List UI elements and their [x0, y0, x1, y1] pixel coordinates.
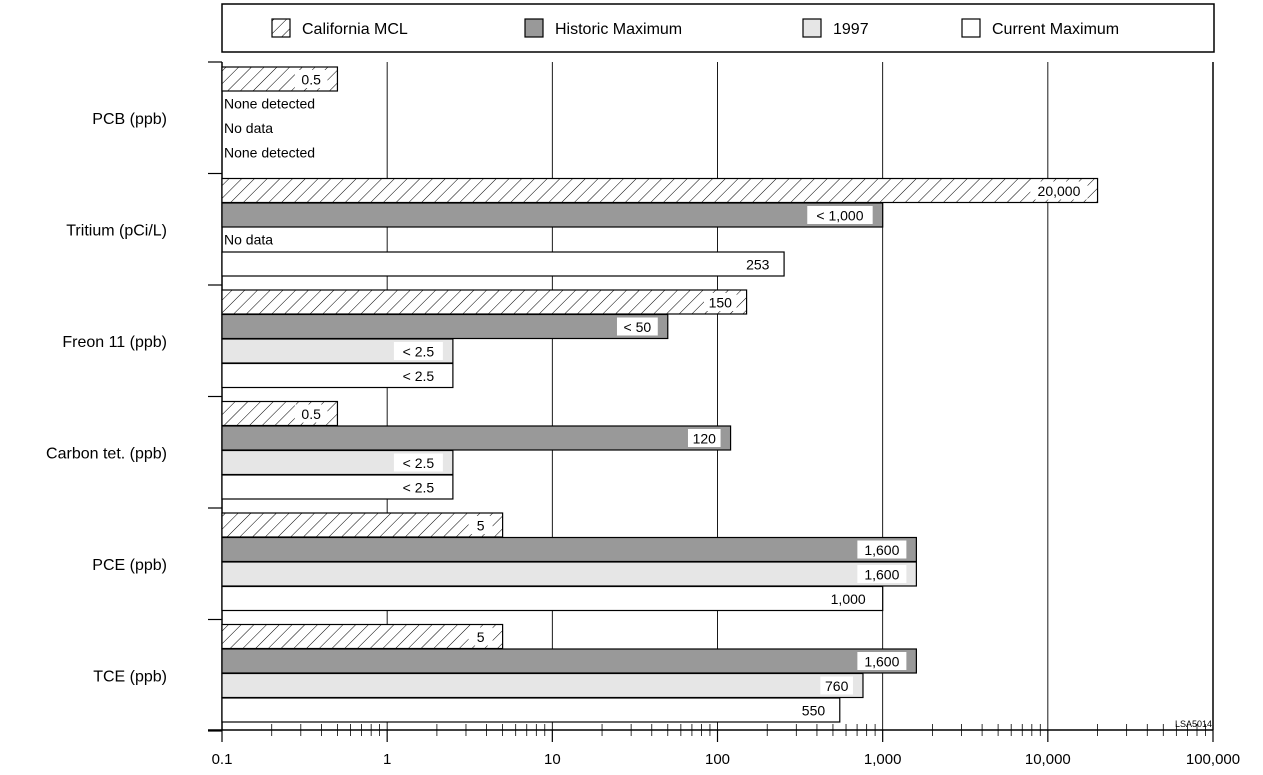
category-label: PCB (ppb)	[92, 111, 167, 128]
value-label-bg	[823, 589, 873, 608]
value-label-bg	[294, 404, 328, 423]
bar-mcl	[221, 512, 504, 538]
value-label: 760	[825, 678, 849, 694]
category-label: TCE (ppb)	[93, 668, 167, 685]
value-label-bg	[393, 366, 443, 385]
bar-current	[221, 251, 785, 277]
bar-historic	[221, 536, 917, 563]
legend-swatch-1	[524, 18, 544, 38]
legend-label-1: Historic Maximum	[555, 21, 682, 38]
legend-swatch-3	[961, 18, 981, 38]
value-label: 1,600	[864, 542, 899, 558]
value-label-bg	[857, 652, 907, 670]
value-label: 120	[693, 430, 717, 446]
value-label-bg	[1030, 181, 1088, 200]
value-label: 0.5	[301, 406, 321, 422]
value-label: 20,000	[1038, 183, 1081, 199]
bar-historic	[221, 425, 732, 451]
x-tick-label: 1	[383, 751, 391, 768]
value-label: < 2.5	[403, 368, 435, 384]
x-tick-label: 1,000	[864, 751, 902, 768]
value-label: 150	[709, 294, 733, 310]
value-label-bg	[857, 540, 907, 559]
no-value-note: None detected	[224, 144, 315, 160]
value-label-bg	[393, 478, 443, 496]
bar-historic	[221, 648, 917, 674]
value-label: 0.5	[301, 71, 321, 87]
value-label-bg	[797, 701, 830, 719]
legend-label-0: California MCL	[302, 21, 408, 38]
x-tick-label: 0.1	[212, 751, 233, 768]
category-label: Carbon tet. (ppb)	[46, 445, 167, 462]
legend-box	[221, 3, 1215, 53]
figure-code: LSA5014	[1175, 719, 1212, 729]
x-tick-label: 100,000	[1186, 751, 1240, 768]
value-label: 5	[477, 629, 485, 645]
no-value-note: No data	[224, 120, 273, 136]
category-label: PCE (ppb)	[92, 557, 167, 574]
value-label: < 1,000	[816, 207, 863, 223]
value-label: < 2.5	[403, 455, 435, 471]
value-label-bg	[393, 453, 443, 472]
legend-label-3: Current Maximum	[992, 21, 1119, 38]
x-tick-label: 100	[705, 751, 730, 768]
legend-label-2: 1997	[833, 21, 869, 38]
value-label: < 2.5	[403, 343, 435, 359]
value-label-bg	[807, 206, 873, 224]
bar-mcl	[221, 177, 1099, 204]
bar-mcl	[221, 289, 748, 315]
value-label-bg	[468, 516, 493, 534]
no-value-note: No data	[224, 231, 273, 247]
bar-1997	[221, 672, 864, 699]
value-label: 253	[746, 256, 770, 272]
bar-historic	[221, 202, 884, 228]
value-label: < 50	[624, 319, 652, 335]
bar-historic	[221, 313, 669, 340]
value-label: 550	[802, 702, 826, 718]
value-label: < 2.5	[403, 479, 435, 495]
value-label: 1,600	[864, 566, 899, 582]
value-label-bg	[857, 565, 907, 583]
bar-current	[221, 585, 884, 612]
value-label-bg	[820, 676, 853, 695]
value-label-bg	[393, 342, 443, 360]
value-label-bg	[703, 293, 737, 311]
legend-swatch-0	[271, 18, 291, 38]
bar-mcl	[221, 623, 504, 650]
value-label-bg	[687, 429, 721, 447]
value-label: 1,000	[831, 591, 866, 607]
category-label: Tritium (pCi/L)	[66, 222, 167, 239]
x-tick-label: 10,000	[1025, 751, 1071, 768]
bar-1997	[221, 561, 917, 587]
value-label-bg	[616, 317, 658, 336]
bar-current	[221, 697, 841, 723]
legend-swatch-2	[802, 18, 822, 38]
category-label: Freon 11 (ppb)	[62, 334, 167, 351]
value-label-bg	[468, 627, 493, 646]
value-label: 5	[477, 517, 485, 533]
no-value-note: None detected	[224, 95, 315, 111]
value-label-bg	[741, 255, 775, 273]
value-label: 1,600	[864, 653, 899, 669]
x-tick-label: 10	[544, 751, 561, 768]
value-label-bg	[294, 70, 328, 88]
